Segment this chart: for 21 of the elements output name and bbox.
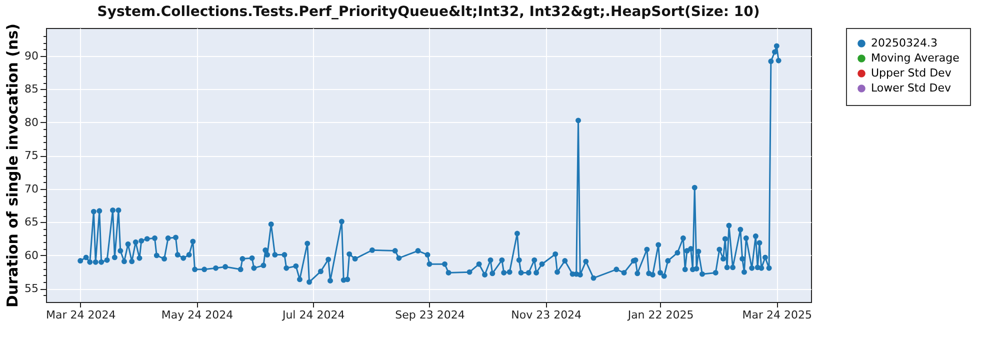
x-tick-label: Nov 23 2024 — [511, 308, 582, 322]
y-axis-title: Duration of single invocation (ns) — [4, 24, 22, 308]
y-tick-label: 85 — [24, 82, 38, 96]
x-tick-label: Jul 24 2024 — [281, 308, 345, 322]
legend-label: Moving Average — [871, 52, 960, 64]
x-tick-label: Mar 24 2024 — [46, 308, 116, 322]
y-tick-label: 75 — [24, 149, 38, 162]
legend-label: Lower Std Dev — [871, 82, 952, 94]
y-tick-label: 60 — [24, 248, 38, 262]
x-tick-label: May 24 2024 — [161, 308, 234, 322]
y-tick-label: 90 — [24, 49, 38, 62]
x-tick-label: Mar 24 2025 — [742, 308, 812, 322]
y-tick-label: 80 — [24, 116, 38, 129]
chart-title: System.Collections.Tests.Perf_PriorityQueue&lt;Int32, Int32&gt;.HeapSort(Size: 10) — [97, 4, 760, 20]
y-tick-label: 70 — [24, 182, 38, 196]
y-tick-label: 65 — [24, 216, 38, 229]
legend-label: 20250324.3 — [871, 36, 938, 50]
y-tick-label: 55 — [24, 282, 38, 296]
x-tick-label: Jan 22 2025 — [626, 308, 694, 322]
legend-label: Upper Std Dev — [871, 66, 952, 80]
x-tick-label: Sep 23 2024 — [395, 308, 465, 322]
